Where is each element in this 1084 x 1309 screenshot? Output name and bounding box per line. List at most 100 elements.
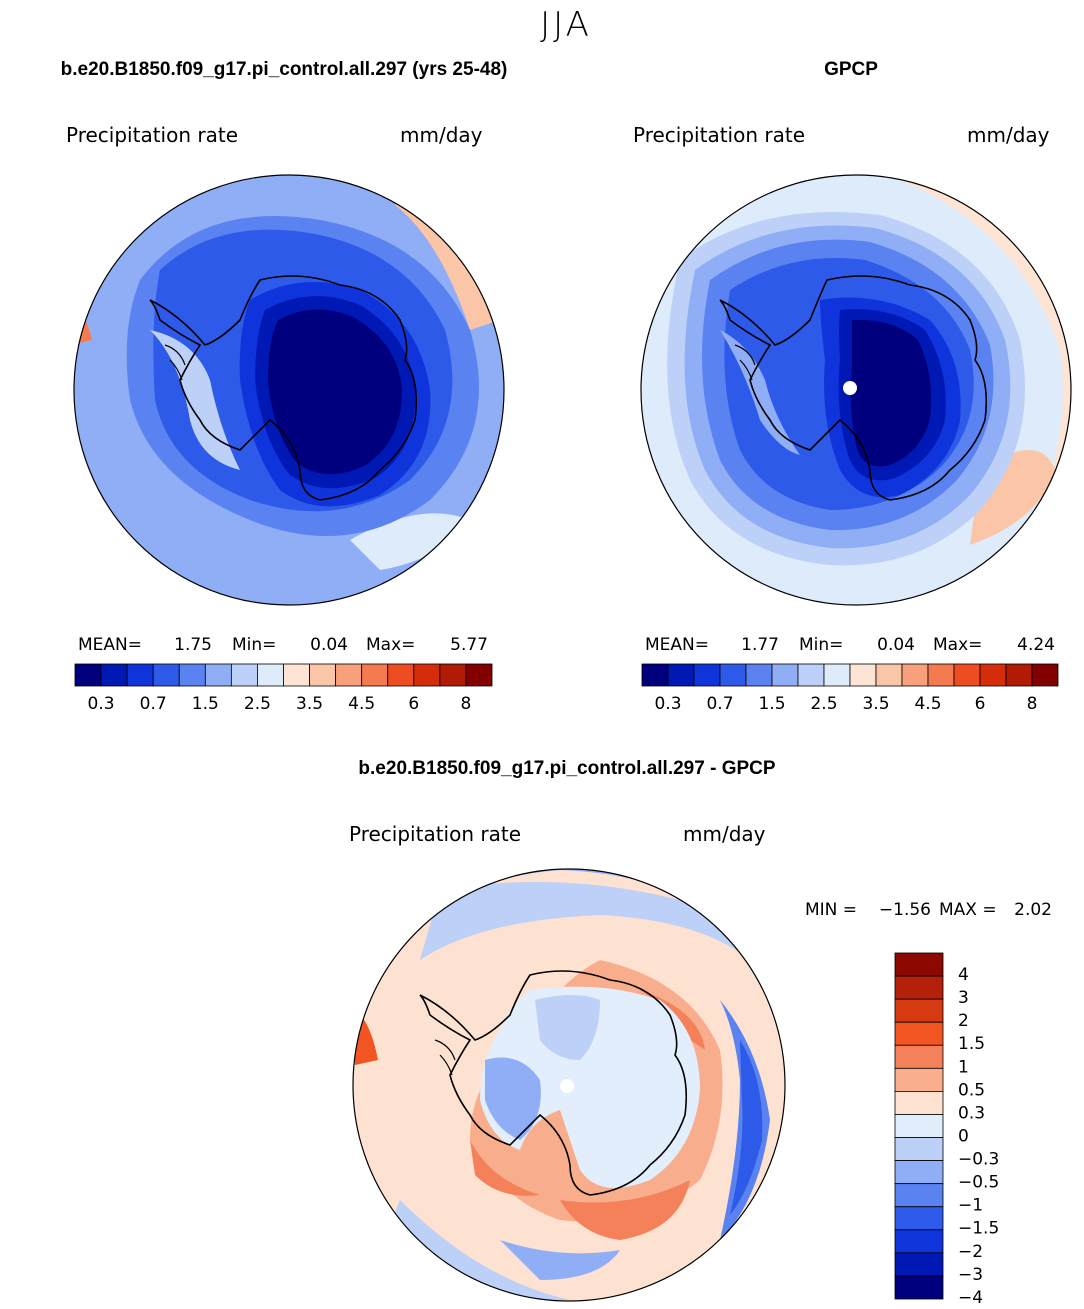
panel-diff-colorbar-label: −2 — [958, 1242, 983, 1262]
panel-diff-colorbar-label: 1 — [958, 1057, 969, 1077]
panel-model-mean-value: 1.75 — [174, 635, 212, 655]
panel-model-colorbar-swatch — [230, 663, 258, 687]
panel-diff-units: mm/day — [683, 822, 766, 846]
panel-obs-colorbar-label: 8 — [1027, 694, 1038, 714]
panel-model-colorbar-swatch — [257, 663, 284, 687]
panel-obs-colorbar-swatch — [979, 663, 1007, 687]
panel-diff-colorbar-swatch — [894, 998, 944, 1023]
panel-model-max-value: 5.77 — [450, 635, 488, 655]
panel-diff-colorbar-swatch — [894, 952, 944, 977]
panel-diff-colorbar-swatch — [894, 1160, 944, 1185]
panel-model-colorbar-swatch — [204, 663, 232, 687]
panel-diff-colorbar-label: 0.3 — [958, 1103, 985, 1123]
panel-diff-colorbar-swatch — [894, 975, 944, 1000]
panel-model-title: b.e20.B1850.f09_g17.pi_control.all.297 (… — [61, 59, 508, 80]
panel-model-colorbar-label: 2.5 — [244, 694, 271, 714]
panel-model-units: mm/day — [400, 123, 483, 147]
panel-diff-colorbar-label: 2 — [958, 1011, 969, 1031]
panel-diff-variable: Precipitation rate — [349, 822, 521, 846]
panel-diff-colorbar-swatch — [894, 1206, 944, 1231]
panel-diff-max-value: 2.02 — [1014, 900, 1052, 920]
panel-obs-title: GPCP — [824, 59, 878, 80]
panel-diff-colorbar-label: −4 — [958, 1288, 983, 1308]
panel-obs-colorbar-swatch — [1005, 663, 1033, 687]
panel-model-colorbar-label: 0.7 — [140, 694, 167, 714]
panel-obs-colorbar-swatch — [849, 663, 877, 687]
panel-obs-colorbar-swatch — [953, 663, 981, 687]
panel-model-colorbar-swatch — [283, 663, 310, 687]
panel-obs-colorbar-label: 3.5 — [862, 694, 889, 714]
panel-obs-colorbar-label: 1.5 — [758, 694, 785, 714]
panel-diff-colorbar-label: −3 — [958, 1265, 983, 1285]
panel-diff-colorbar: 4 3 2 1.5 1 0.5 0.3 0 −0.3 −0.5 −1 −1.5 −2 −3 −4 — [894, 952, 999, 1308]
panel-diff-colorbar-swatch — [894, 1021, 944, 1046]
panel-model-colorbar-swatch — [439, 663, 467, 687]
panel-model-colorbar-label: 6 — [408, 694, 419, 714]
panel-diff-colorbar-label: 3 — [958, 988, 969, 1008]
panel-obs-units: mm/day — [967, 123, 1050, 147]
panel-obs-colorbar-label: 0.7 — [706, 694, 733, 714]
panel-obs-colorbar-swatch — [693, 663, 721, 687]
panel-obs-colorbar-swatch — [771, 663, 799, 687]
panel-model-colorbar-label: 4.5 — [348, 694, 375, 714]
panel-diff-colorbar-label: 4 — [958, 965, 969, 985]
panel-obs-colorbar-swatch — [875, 663, 903, 687]
panel-diff-colorbar-swatch — [894, 1183, 944, 1208]
panel-model-colorbar-swatch — [465, 663, 493, 687]
panel-model-colorbar-swatch — [152, 663, 180, 687]
panel-diff-colorbar-label: 0 — [958, 1126, 969, 1146]
panel-diff-colorbar-swatch — [894, 1252, 944, 1277]
panel-model-colorbar-swatch — [361, 663, 389, 687]
panel-model-colorbar-label: 3.5 — [296, 694, 323, 714]
panel-model-mean-label: MEAN= — [78, 635, 142, 655]
panel-obs-max-label: Max= — [933, 635, 982, 655]
panel-obs-colorbar-swatch — [927, 663, 955, 687]
panel-obs-min-label: Min= — [799, 635, 843, 655]
panel-obs-colorbar-swatch — [823, 663, 851, 687]
panel-model-colorbar: 0.3 0.7 1.5 2.5 3.5 4.5 6 8 — [74, 663, 493, 714]
panel-obs-mean-label: MEAN= — [645, 635, 709, 655]
panel-diff-min-label: MIN = — [805, 900, 857, 920]
panel-model-map — [74, 175, 504, 605]
panel-model-colorbar-swatch — [335, 663, 363, 687]
panel-obs-colorbar-swatch — [901, 663, 929, 687]
panel-diff-title: b.e20.B1850.f09_g17.pi_control.all.297 -… — [358, 758, 775, 779]
panel-diff-colorbar-swatch — [894, 1229, 944, 1254]
panel-obs-mean-value: 1.77 — [741, 635, 779, 655]
panel-obs-colorbar-swatch — [641, 663, 669, 687]
panel-obs-colorbar-swatch — [719, 663, 747, 687]
panel-diff-map — [353, 869, 785, 1301]
figure-title: JJA — [540, 5, 592, 45]
panel-diff-colorbar-label: −0.3 — [958, 1150, 999, 1170]
panel-model-colorbar-swatch — [309, 663, 337, 687]
panel-model-colorbar-label: 1.5 — [192, 694, 219, 714]
panel-model-colorbar-swatch — [100, 663, 128, 687]
panel-model-colorbar-swatch — [387, 663, 415, 687]
panel-diff-colorbar-swatch — [894, 1067, 944, 1092]
panel-diff-max-label: MAX = — [939, 900, 997, 920]
panel-obs-colorbar-swatch — [745, 663, 773, 687]
panel-obs-max-value: 4.24 — [1017, 635, 1055, 655]
panel-model: b.e20.B1850.f09_g17.pi_control.all.297 (… — [61, 59, 508, 714]
panel-obs-variable: Precipitation rate — [633, 123, 805, 147]
panel-diff-colorbar-swatch — [894, 1044, 944, 1069]
panel-model-colorbar-swatch — [74, 663, 102, 687]
panel-model-colorbar-label: 0.3 — [88, 694, 115, 714]
panel-obs-colorbar-label: 4.5 — [914, 694, 941, 714]
panel-model-min-label: Min= — [232, 635, 276, 655]
panel-diff-colorbar-label: 1.5 — [958, 1034, 985, 1054]
panel-model-colorbar-swatch — [413, 663, 441, 687]
panel-obs-colorbar-label: 6 — [975, 694, 986, 714]
panel-obs-colorbar-swatch — [797, 663, 825, 687]
panel-obs-colorbar-swatch — [1031, 663, 1059, 687]
panel-diff-colorbar-swatch — [894, 1114, 944, 1138]
panel-diff-colorbar-label: −0.5 — [958, 1173, 999, 1193]
panel-model-max-label: Max= — [366, 635, 415, 655]
panel-diff: b.e20.B1850.f09_g17.pi_control.all.297 -… — [349, 758, 1052, 1308]
panel-diff-colorbar-label: 0.5 — [958, 1080, 985, 1100]
panel-model-colorbar-label: 8 — [461, 694, 472, 714]
panel-obs-colorbar-label: 2.5 — [810, 694, 837, 714]
panel-diff-colorbar-swatch — [894, 1091, 944, 1115]
panel-obs-min-value: 0.04 — [877, 635, 915, 655]
